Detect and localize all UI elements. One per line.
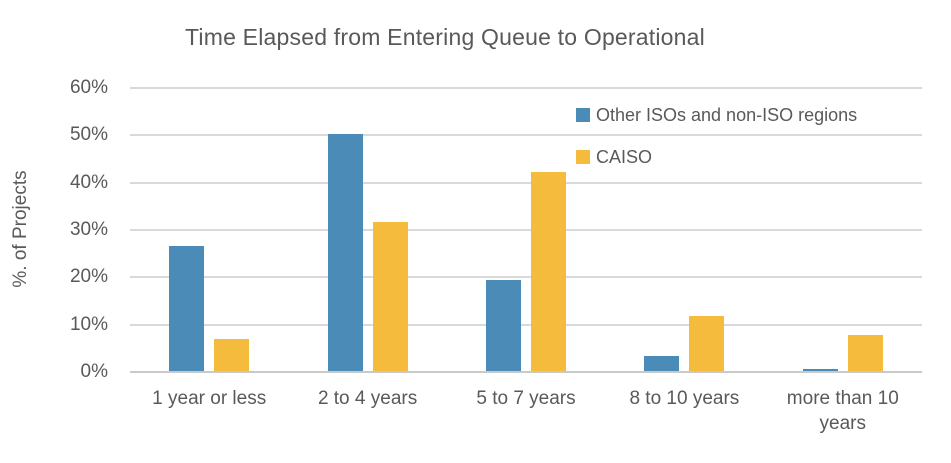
bar [372, 221, 408, 372]
legend-item: Other ISOs and non-ISO regions [576, 104, 857, 126]
legend: Other ISOs and non-ISO regions CAISO [576, 104, 857, 188]
bar-groups [130, 88, 922, 372]
gridline [130, 87, 922, 89]
bar [689, 315, 725, 372]
plot-area [130, 87, 922, 373]
bar [214, 339, 250, 372]
bar [531, 172, 567, 372]
bar [486, 280, 522, 372]
x-category-label: 5 to 7 years [476, 388, 576, 409]
x-category-label: 2 to 4 years [317, 388, 418, 409]
legend-swatch-icon [576, 150, 590, 164]
legend-swatch-icon [576, 108, 590, 122]
x-category-label: 8 to 10 years [629, 388, 740, 409]
bar [169, 246, 205, 372]
gridline [130, 229, 922, 231]
y-tick-label: 20% [69, 266, 108, 288]
y-tick-label: 30% [69, 219, 108, 240]
y-tick-label: 10% [69, 313, 108, 335]
x-category-label: 1 year or less [152, 388, 267, 409]
gridline [130, 134, 922, 137]
bar-group [764, 88, 922, 372]
bar-group [447, 88, 605, 372]
bar-group [288, 88, 446, 372]
bar [327, 134, 363, 372]
y-tick-label: 40% [69, 171, 108, 193]
chart-title: Time Elapsed from Entering Queue to Oper… [185, 24, 705, 50]
bar-group [130, 88, 288, 372]
x-category-label: more than 10 years [786, 388, 899, 434]
y-tick-label: 60% [69, 77, 108, 98]
bar-group [605, 88, 763, 372]
bar [847, 334, 883, 372]
legend-label: Other ISOs and non-ISO regions [596, 104, 858, 125]
y-tick-label: 50% [69, 124, 108, 146]
gridline [130, 276, 922, 279]
bar [802, 368, 838, 372]
legend-label: CAISO [596, 146, 653, 167]
y-tick-label: 0% [80, 361, 108, 382]
legend-item: CAISO [576, 146, 857, 168]
gridline [130, 181, 922, 184]
gridline [130, 323, 922, 326]
x-axis-line [130, 371, 922, 373]
bar [644, 355, 680, 372]
